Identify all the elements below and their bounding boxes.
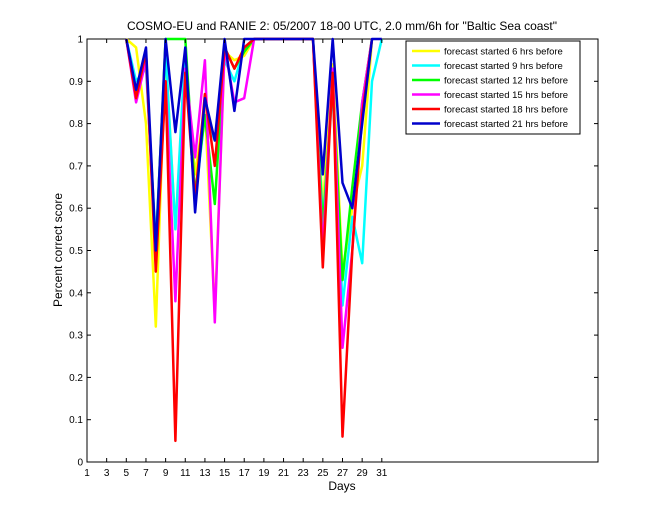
legend-label-2: forecast started 9 hrs before bbox=[444, 61, 563, 72]
x-tick-label: 27 bbox=[337, 468, 349, 479]
x-tick-label: 21 bbox=[278, 468, 290, 479]
y-tick-label: 0.5 bbox=[69, 246, 83, 257]
legend-label-5: forecast started 18 hrs before bbox=[444, 105, 568, 116]
legend: forecast started 6 hrs before forecast st… bbox=[405, 40, 581, 135]
x-tick-label: 17 bbox=[239, 468, 251, 479]
legend-label-6: forecast started 21 hrs before bbox=[444, 119, 568, 130]
x-axis-label: Days bbox=[328, 479, 355, 493]
x-tick-label: 9 bbox=[163, 468, 169, 479]
x-tick-label: 29 bbox=[357, 468, 369, 479]
legend-label-3: forecast started 12 hrs before bbox=[444, 76, 568, 87]
y-axis: 0 0.1 0.2 0.3 0.4 0.5 0.6 0.7 0.8 0.9 1 bbox=[69, 35, 598, 469]
y-tick-label: 0.2 bbox=[69, 373, 83, 384]
x-tick-label: 15 bbox=[219, 468, 231, 479]
x-tick-label: 7 bbox=[143, 468, 149, 479]
y-tick-label: 0.9 bbox=[69, 77, 83, 88]
y-tick-label: 0.3 bbox=[69, 331, 83, 342]
series-line-6 bbox=[125, 37, 382, 252]
legend-label-1: forecast started 6 hrs before bbox=[444, 47, 563, 58]
x-tick-label: 3 bbox=[104, 468, 110, 479]
x-tick-label: 5 bbox=[124, 468, 130, 479]
y-tick-label: 1 bbox=[77, 35, 83, 46]
legend-box bbox=[405, 40, 581, 135]
series-group bbox=[125, 37, 384, 443]
x-tick-label: 11 bbox=[180, 468, 191, 479]
x-tick-label: 23 bbox=[298, 468, 310, 479]
y-tick-label: 0.7 bbox=[69, 161, 83, 172]
x-tick-label: 31 bbox=[376, 468, 388, 479]
x-tick-label: 25 bbox=[317, 468, 329, 479]
y-tick-label: 0.4 bbox=[69, 288, 83, 299]
legend-label-4: forecast started 15 hrs before bbox=[444, 90, 568, 101]
y-tick-label: 0.1 bbox=[69, 415, 83, 426]
x-tick-label: 19 bbox=[258, 468, 270, 479]
x-tick-label: 1 bbox=[84, 468, 90, 479]
chart-title: COSMO-EU and RANIE 2: 05/2007 18-00 UTC,… bbox=[127, 19, 557, 33]
y-tick-label: 0 bbox=[77, 458, 83, 469]
y-axis-label: Percent correct score bbox=[51, 193, 65, 307]
x-axis: 1 3 5 7 9 11 13 15 17 19 21 23 25 27 29 31 bbox=[84, 39, 388, 479]
y-tick-label: 0.6 bbox=[69, 204, 83, 215]
y-tick-label: 0.8 bbox=[69, 119, 83, 130]
x-tick-label: 13 bbox=[199, 468, 211, 479]
